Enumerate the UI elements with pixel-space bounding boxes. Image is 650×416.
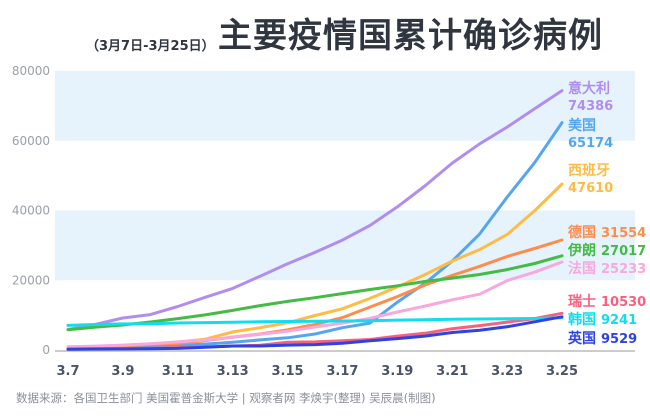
series-final-value: 9529: [601, 332, 637, 347]
x-tick-label: 3.11: [162, 364, 194, 379]
y-tick-label: 0: [42, 343, 50, 357]
series-label: 韩国: [568, 311, 596, 328]
x-tick-label: 3.7: [56, 364, 79, 379]
series-label: 德国: [568, 224, 596, 241]
series-line-法国: [66, 260, 564, 349]
series-final-value: 10530: [601, 295, 646, 310]
series-final-value: 31554: [601, 226, 646, 241]
background-band: [55, 210, 635, 281]
series-final-value: 65174: [568, 136, 613, 151]
series-line-韩国: [66, 316, 564, 327]
x-tick-label: 3.23: [491, 364, 523, 379]
x-tick-label: 3.9: [111, 364, 134, 379]
series-final-value: 25233: [601, 262, 646, 277]
series-label: 法国: [568, 260, 596, 277]
series-final-value: 47610: [568, 181, 613, 196]
series-final-value: 9241: [601, 313, 637, 328]
series-label: 瑞士: [568, 293, 596, 310]
background-band: [55, 71, 635, 141]
y-tick-label: 40000: [12, 204, 50, 218]
series-label: 英国: [567, 330, 596, 347]
x-tick-label: 3.15: [272, 364, 304, 379]
data-source: 数据来源：各国卫生部门 美国霍普金斯大学 | 观察者网 李焕宇(整理) 吴辰晨(…: [16, 391, 436, 405]
series-label: 伊朗: [567, 242, 596, 259]
series-label: 意大利: [568, 80, 610, 97]
x-tick-label: 3.13: [217, 364, 249, 379]
y-tick-label: 20000: [12, 273, 50, 287]
x-tick-label: 3.21: [436, 364, 468, 379]
chart-title: 主要疫情国累计确诊病例: [218, 16, 603, 56]
x-tick-label: 3.17: [326, 364, 358, 379]
series-final-value: 27017: [601, 244, 646, 259]
y-tick-label: 80000: [12, 64, 50, 78]
y-tick-label: 60000: [12, 134, 50, 148]
series-line-意大利: [66, 89, 564, 331]
series-label: 美国: [568, 117, 596, 134]
series-line-英国: [66, 315, 564, 351]
series-line-伊朗: [66, 254, 564, 332]
x-tick-label: 3.25: [546, 364, 578, 379]
series-final-value: 74386: [568, 99, 613, 114]
series-label: 西班牙: [568, 162, 610, 179]
chart-subtitle: （3月7日-3月25日）: [86, 39, 215, 54]
x-tick-label: 3.19: [381, 364, 413, 379]
